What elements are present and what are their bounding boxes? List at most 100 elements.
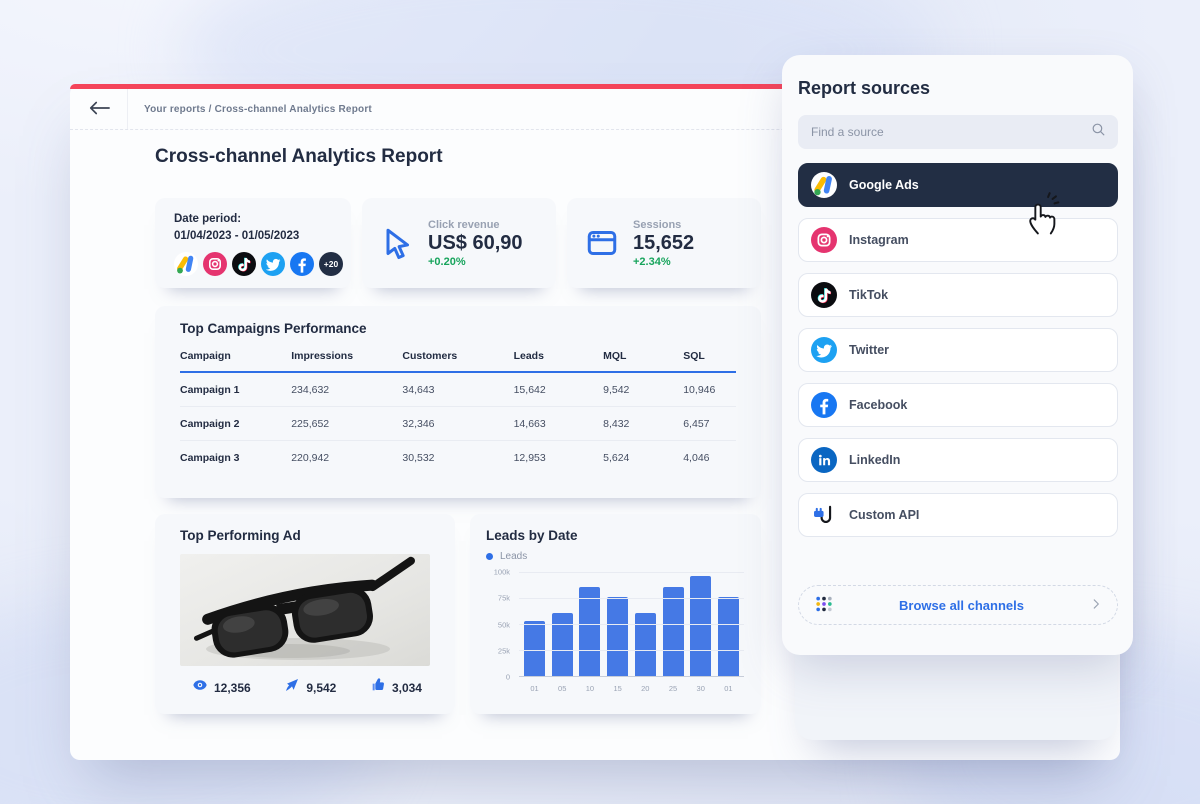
cursor-arrow-icon: [284, 677, 300, 698]
bar: [634, 613, 656, 676]
y-tick-label: 75k: [497, 593, 510, 603]
back-arrow-icon: [88, 101, 110, 118]
table-cell: 5,624: [603, 452, 630, 464]
table-row: Campaign 3 220,942 30,532 12,953 5,624 4,046: [180, 441, 736, 474]
click-revenue-card: Click revenue US$ 60,90 +0.20%: [362, 198, 556, 288]
breadcrumb[interactable]: Your reports / Cross-channel Analytics R…: [144, 103, 372, 115]
gridline: [519, 650, 744, 651]
column-header: SQL: [683, 350, 705, 362]
table-cell: 34,643: [402, 384, 435, 396]
cursor-click-icon: [379, 225, 415, 261]
bar: [551, 613, 573, 676]
ad-likes-value: 3,034: [391, 680, 422, 695]
browse-all-channels-button[interactable]: Browse all channels: [798, 585, 1118, 625]
table-cell: 4,046: [683, 452, 710, 464]
source-item-linkedin[interactable]: LinkedIn: [798, 438, 1118, 482]
table-cell: 14,663: [513, 418, 546, 430]
table-cell: Campaign 1: [180, 384, 240, 396]
column-header: Leads: [513, 350, 544, 362]
source-item-tiktok[interactable]: TikTok: [798, 273, 1118, 317]
leads-chart-panel: Leads by Date Leads 100k 75k 50k 25k 0 01 05 1…: [470, 514, 761, 714]
source-item-custom-api[interactable]: Custom API: [798, 493, 1118, 537]
bar: [690, 576, 712, 676]
bar: [607, 597, 629, 676]
custom-api-icon: [811, 502, 837, 528]
sessions-label: Sessions: [633, 218, 682, 231]
x-tick-label: 20: [641, 684, 650, 693]
table-cell: 9,542: [603, 384, 630, 396]
source-item-label: LinkedIn: [849, 453, 901, 467]
table-body: Campaign 1 234,632 34,643 15,642 9,542 10,946…: [180, 373, 736, 474]
table-cell: 30,532: [402, 452, 435, 464]
source-search-input[interactable]: [811, 125, 1090, 139]
bar: [579, 587, 601, 676]
twitter-icon: [261, 252, 285, 277]
table-cell: 8,432: [603, 418, 630, 430]
source-item-instagram[interactable]: Instagram: [798, 218, 1118, 262]
bar: [524, 621, 545, 676]
table-cell: 6,457: [683, 418, 710, 430]
campaigns-table-title: Top Campaigns Performance: [180, 321, 367, 336]
sources-panel-title: Report sources: [798, 78, 931, 98]
linkedin-icon: [811, 447, 837, 473]
sources-list: Google Ads Instagram TikTok Twitter Facebook…: [798, 163, 1118, 537]
bar-chart: 100k 75k 50k 25k 0 01 05 10 15 20 25 30 01: [486, 568, 747, 702]
twitter-icon: [811, 337, 837, 363]
click-revenue-delta: +0.20%: [428, 255, 466, 268]
y-tick-label: 25k: [497, 646, 510, 656]
gridline: [519, 624, 744, 625]
table-cell: 234,632: [291, 384, 330, 396]
thumbs-up-icon: [370, 677, 386, 698]
facebook-icon: [290, 252, 314, 277]
x-tick-label: 05: [558, 684, 567, 693]
table-cell: 32,346: [402, 418, 435, 430]
y-axis-labels: 100k 75k 50k 25k 0: [486, 568, 512, 682]
date-period-value: 01/04/2023 - 01/05/2023: [174, 229, 300, 242]
source-item-facebook[interactable]: Facebook: [798, 383, 1118, 427]
browse-all-channels-label: Browse all channels: [899, 597, 1024, 613]
x-tick-label: 01: [530, 684, 539, 693]
chevron-right-icon: [1089, 597, 1103, 614]
source-item-label: Google Ads: [849, 178, 919, 192]
search-icon: [1090, 121, 1107, 143]
google-ads-icon: [811, 172, 837, 198]
ad-clicks-stat: 9,542: [284, 677, 336, 698]
stat-cards-row: Date period: 01/04/2023 - 01/05/2023 +20…: [155, 198, 761, 288]
table-cell: 10,946: [683, 384, 716, 396]
sessions-delta: +2.34%: [633, 255, 671, 268]
x-tick-label: 01: [724, 684, 733, 693]
source-item-twitter[interactable]: Twitter: [798, 328, 1118, 372]
sessions-value: 15,652: [633, 231, 695, 254]
source-item-label: Instagram: [849, 233, 909, 247]
sessions-card: Sessions 15,652 +2.34%: [567, 198, 761, 288]
gridline: [519, 572, 744, 573]
ad-likes-stat: 3,034: [370, 677, 422, 698]
column-header: MQL: [603, 350, 627, 362]
top-ad-title: Top Performing Ad: [180, 528, 301, 543]
back-button[interactable]: [70, 89, 128, 129]
ad-views-stat: 12,356: [192, 677, 251, 698]
source-item-label: Custom API: [849, 508, 920, 522]
source-search-box[interactable]: [798, 115, 1118, 149]
column-header: Campaign: [180, 350, 231, 362]
column-header: Impressions: [291, 350, 354, 362]
source-item-label: TikTok: [849, 288, 889, 302]
source-item-label: Facebook: [849, 398, 908, 412]
ad-stats-row: 12,356 9,542 3,034: [180, 677, 430, 698]
instagram-icon: [203, 252, 227, 277]
x-tick-label: 25: [668, 684, 678, 693]
ad-image-sunglasses: [180, 554, 430, 666]
legend-dot: [486, 553, 493, 560]
source-item-google-ads[interactable]: Google Ads: [798, 163, 1118, 207]
ad-clicks-value: 9,542: [306, 680, 337, 695]
channels-grid-icon: [814, 594, 834, 617]
chart-legend: Leads: [486, 551, 747, 562]
table-cell: 220,942: [291, 452, 330, 464]
bar: [717, 597, 739, 676]
table-cell: Campaign 3: [180, 452, 240, 464]
google-ads-icon: [174, 252, 198, 277]
y-tick-label: 0: [505, 672, 510, 682]
bar: [662, 587, 684, 676]
x-tick-label: 30: [696, 684, 705, 693]
